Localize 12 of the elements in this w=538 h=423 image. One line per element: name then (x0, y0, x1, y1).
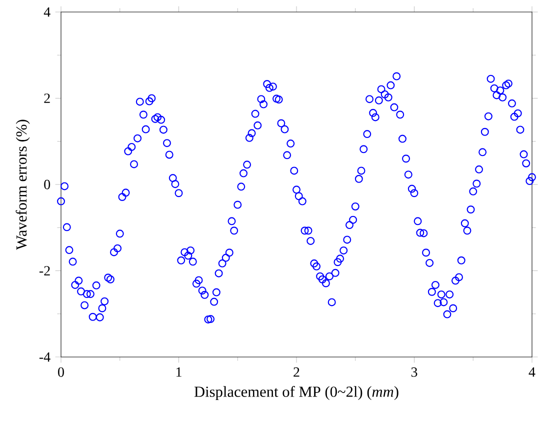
x-tick-label: 2 (294, 367, 300, 377)
x-tick-label: 1 (176, 367, 182, 377)
y-tick-label: 4 (44, 7, 50, 17)
y-axis-title: Waveform errors (%) (16, 120, 30, 250)
y-tick-label: 0 (44, 180, 50, 190)
y-tick-label: -2 (39, 266, 50, 276)
y-tick-label: 2 (44, 94, 50, 103)
x-axis-title: Displacement of MP (0~2l) (mm) (194, 386, 398, 400)
x-tick-label: 0 (58, 367, 64, 377)
x-tick-label: 4 (528, 367, 536, 377)
y-tick-label: -4 (39, 352, 50, 362)
x-tick-label: 3 (411, 367, 418, 377)
